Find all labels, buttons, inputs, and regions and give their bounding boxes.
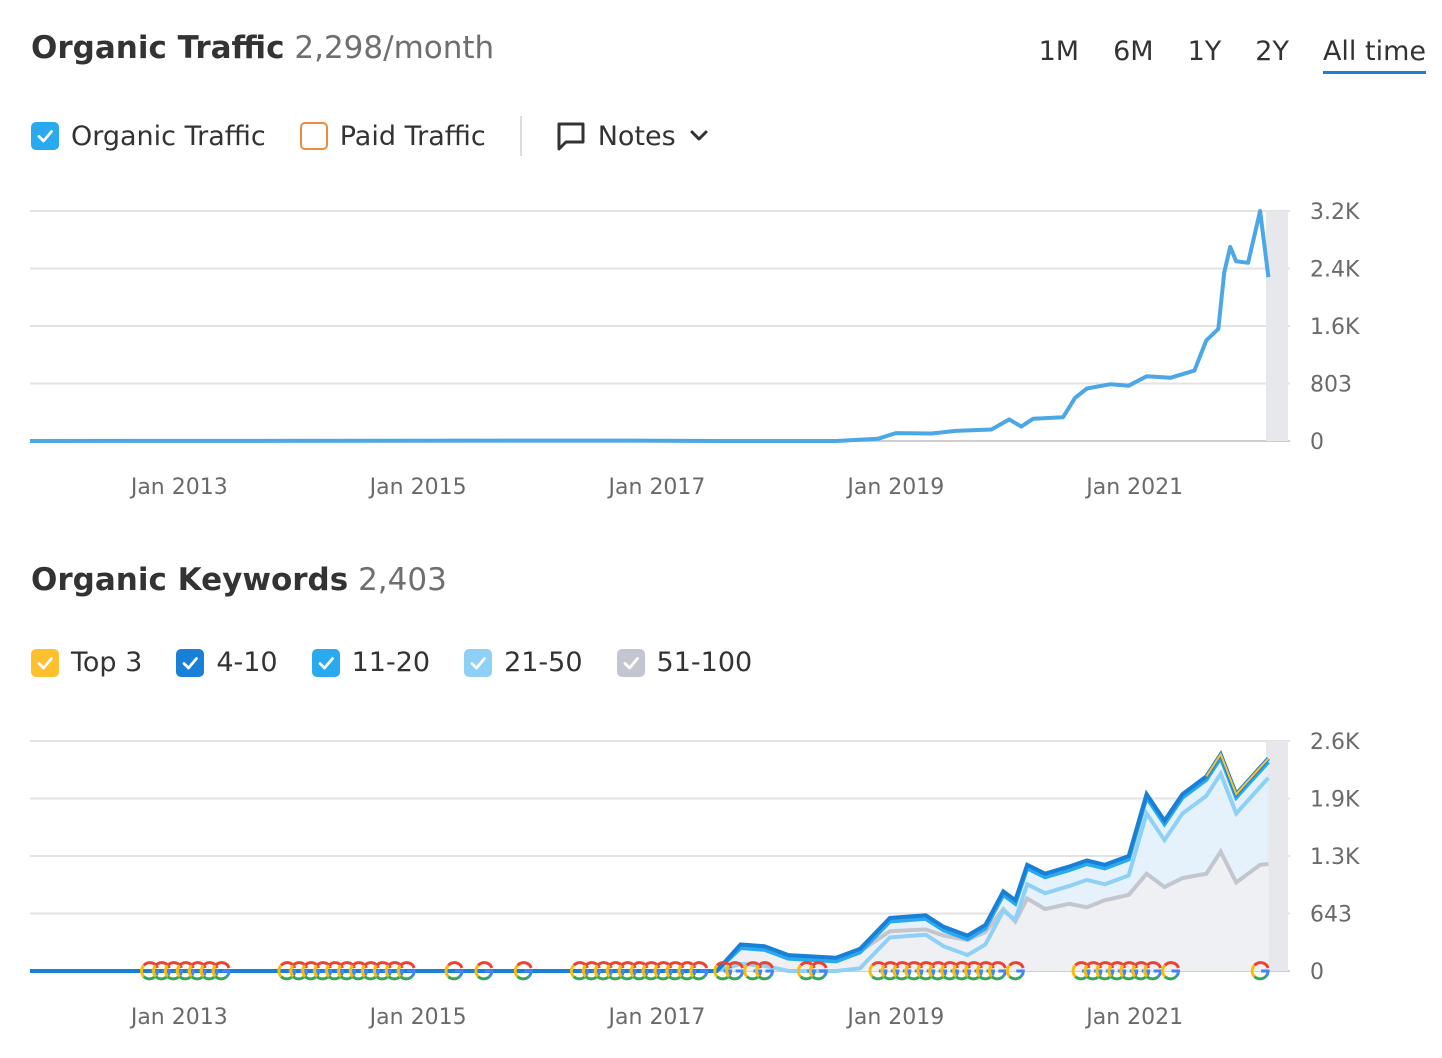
legend-top-3-label: Top 3 — [71, 647, 143, 678]
legend-paid-traffic[interactable]: Paid Traffic — [299, 120, 486, 152]
keywords-legend: Top 3 4-10 11-20 21-50 51-100 — [31, 647, 786, 678]
organic-traffic-header: Organic Traffic 2,298/month — [31, 30, 494, 66]
legend-21-50[interactable]: 21-50 — [464, 647, 583, 678]
legend-11-20[interactable]: 11-20 — [311, 647, 431, 678]
traffic-ytick-label: 2.4K — [1310, 258, 1360, 283]
google-update-icon[interactable] — [211, 961, 231, 981]
date-range-tabs: 1M 6M 1Y 2Y All time — [1005, 36, 1426, 74]
keywords-ytick-label: 1.9K — [1310, 788, 1360, 813]
range-tab-6m[interactable]: 6M — [1113, 36, 1154, 67]
google-update-icon[interactable] — [689, 961, 709, 981]
google-update-icon[interactable] — [175, 961, 195, 981]
traffic-xtick-label: Jan 2021 — [1084, 475, 1183, 500]
legend-organic-traffic-label: Organic Traffic — [71, 120, 266, 152]
organic-keywords-header: Organic Keywords 2,403 — [31, 562, 447, 598]
notes-dropdown-button[interactable]: Notes — [556, 121, 710, 152]
checkbox-checked-icon[interactable] — [176, 648, 205, 677]
google-update-icon[interactable] — [976, 961, 995, 981]
keywords-top-3-line — [1205, 752, 1270, 796]
legend-11-20-label: 11-20 — [351, 647, 431, 678]
keywords-current-period-band — [1266, 741, 1288, 971]
legend-divider — [519, 116, 522, 156]
google-update-icon[interactable] — [513, 961, 533, 981]
traffic-ytick-label: 1.6K — [1310, 315, 1360, 340]
organic-traffic-title: Organic Traffic — [31, 30, 285, 66]
google-update-icon[interactable] — [474, 961, 494, 981]
keywords-xtick-label: Jan 2017 — [607, 1005, 706, 1030]
organic-keywords-value: 2,403 — [358, 562, 447, 598]
range-tab-1y[interactable]: 1Y — [1187, 36, 1222, 67]
keywords-51-100-area — [30, 851, 1269, 971]
google-update-icon[interactable] — [337, 961, 357, 981]
keywords-ytick-label: 643 — [1310, 903, 1352, 928]
checkbox-unchecked-icon[interactable] — [299, 122, 328, 150]
google-update-icon[interactable] — [1161, 961, 1181, 981]
checkbox-checked-icon[interactable] — [311, 648, 340, 677]
google-update-icon[interactable] — [1005, 961, 1025, 981]
google-update-icon[interactable] — [987, 961, 1007, 981]
legend-4-10-label: 4-10 — [216, 647, 278, 678]
legend-organic-traffic[interactable]: Organic Traffic — [31, 121, 266, 152]
traffic-legend: Organic Traffic Paid Traffic Notes — [31, 116, 710, 156]
legend-paid-traffic-label: Paid Traffic — [339, 120, 486, 152]
google-update-icon[interactable] — [444, 961, 464, 981]
google-update-icon[interactable] — [1143, 961, 1163, 981]
traffic-xtick-label: Jan 2013 — [129, 475, 228, 500]
google-update-icon[interactable] — [725, 961, 745, 981]
keywords-xtick-label: Jan 2019 — [845, 1005, 944, 1030]
checkbox-checked-icon[interactable] — [616, 648, 645, 677]
organic-traffic-value: 2,298/month — [294, 30, 495, 66]
google-update-icon[interactable] — [665, 961, 685, 981]
legend-21-50-label: 21-50 — [504, 647, 583, 678]
range-tab-1m[interactable]: 1M — [1038, 36, 1080, 67]
google-update-icon[interactable] — [396, 961, 416, 981]
keywords-ytick-label: 1.3K — [1310, 845, 1360, 870]
range-tab-2y[interactable]: 2Y — [1255, 36, 1289, 67]
checkbox-checked-icon[interactable] — [464, 648, 493, 677]
organic-traffic-series-line — [29, 209, 1271, 443]
organic-traffic-chart: 3.2K 2.4K 1.6K 803 0 Jan 2013 Jan 2015 Jan 2017… — [29, 200, 1360, 500]
legend-top-3[interactable]: Top 3 — [31, 647, 142, 678]
checkbox-checked-icon[interactable] — [31, 648, 59, 677]
traffic-ytick-label: 803 — [1310, 373, 1352, 398]
keywords-xtick-label: Jan 2021 — [1084, 1005, 1183, 1030]
chevron-down-icon — [690, 130, 708, 141]
legend-4-10[interactable]: 4-10 — [176, 647, 278, 678]
comment-icon — [557, 122, 585, 151]
google-update-icon[interactable] — [1250, 961, 1270, 981]
keywords-ytick-label: 2.6K — [1310, 730, 1360, 755]
legend-51-100-label: 51-100 — [656, 647, 753, 678]
traffic-current-period-band — [1266, 211, 1288, 441]
checkbox-checked-icon[interactable] — [31, 122, 59, 150]
keywords-ytick-label: 0 — [1310, 960, 1324, 985]
traffic-xtick-label: Jan 2017 — [607, 475, 706, 500]
traffic-ytick-label: 3.2K — [1310, 200, 1360, 225]
notes-label: Notes — [597, 120, 676, 152]
keywords-xtick-label: Jan 2015 — [368, 1005, 467, 1030]
traffic-ytick-label: 0 — [1310, 430, 1324, 455]
keywords-xtick-label: Jan 2013 — [129, 1005, 228, 1030]
google-update-icon[interactable] — [808, 961, 828, 981]
legend-51-100[interactable]: 51-100 — [616, 647, 753, 678]
range-tab-all-time[interactable]: All time — [1322, 36, 1426, 74]
google-update-icon[interactable] — [868, 961, 888, 981]
traffic-xtick-label: Jan 2015 — [368, 475, 467, 500]
organic-keywords-chart: 2.6K 1.9K 1.3K 643 0 Jan 2013 Jan 2015 Jan 2017… — [30, 730, 1360, 1030]
organic-keywords-title: Organic Keywords — [31, 562, 349, 598]
traffic-xtick-label: Jan 2019 — [845, 475, 944, 500]
google-update-icon[interactable] — [755, 961, 774, 981]
